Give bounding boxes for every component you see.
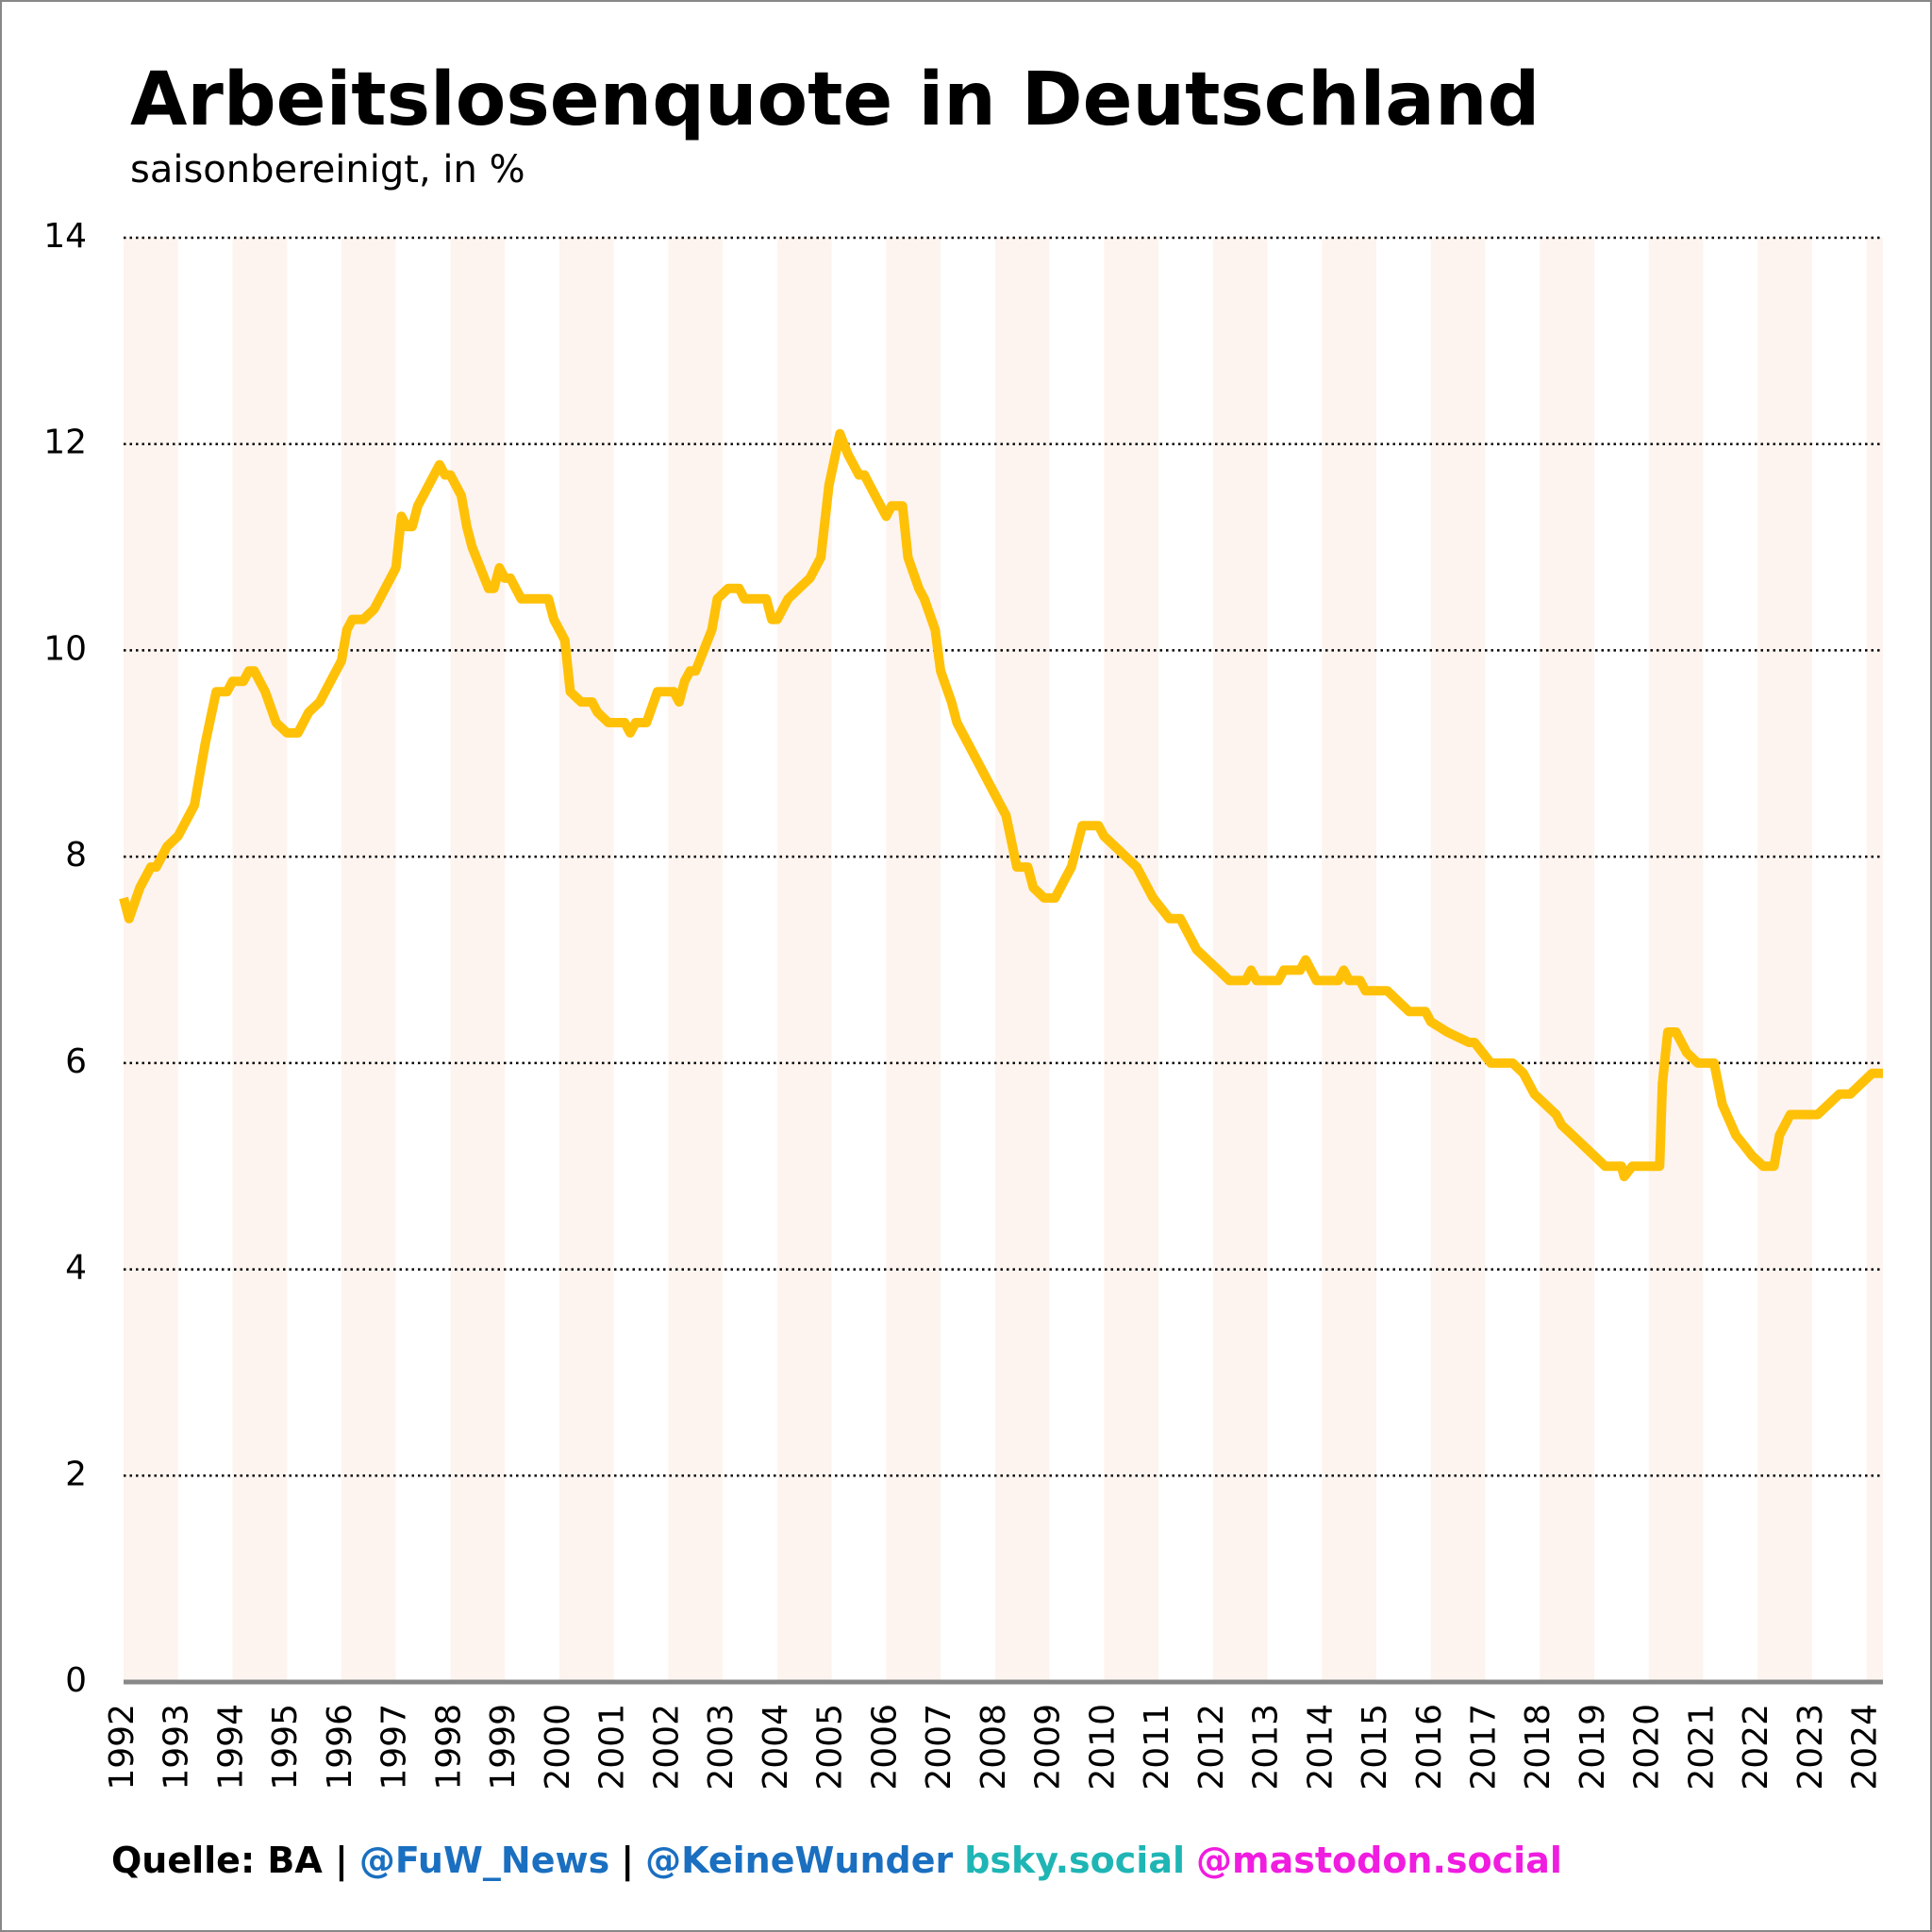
year-band <box>1430 238 1486 1682</box>
footer: Quelle: BA | @FuW_News | @KeineWunder bsky.s… <box>111 1840 1574 1881</box>
footer-text: @KeineWunder <box>645 1840 954 1881</box>
footer-text: | <box>621 1840 635 1881</box>
x-tick-label: 2014 <box>1301 1704 1340 1790</box>
year-band <box>1866 238 1883 1682</box>
x-tick-label: 2010 <box>1083 1704 1122 1790</box>
y-tick-label: 10 <box>43 629 87 668</box>
year-band <box>450 238 506 1682</box>
year-band <box>1212 238 1268 1682</box>
x-tick-label: 2012 <box>1192 1704 1231 1790</box>
y-tick-label: 14 <box>43 217 87 256</box>
x-tick-label: 2018 <box>1519 1704 1557 1790</box>
x-tick-label: 2021 <box>1682 1704 1721 1790</box>
year-band <box>558 238 614 1682</box>
y-tick-label: 6 <box>65 1042 87 1081</box>
x-tick-label: 2007 <box>920 1704 958 1790</box>
year-band <box>886 238 941 1682</box>
x-tick-label: 2020 <box>1628 1704 1667 1790</box>
x-tick-label: 2023 <box>1791 1704 1830 1790</box>
footer-text: @FuW_News <box>358 1840 610 1881</box>
x-tick-label: 1998 <box>429 1704 468 1790</box>
x-tick-label: 2016 <box>1410 1704 1449 1790</box>
year-band <box>1540 238 1594 1682</box>
x-tick-label: 1993 <box>158 1704 196 1790</box>
x-tick-label: 2003 <box>702 1704 741 1790</box>
x-tick-label: 2001 <box>593 1704 632 1790</box>
year-band <box>124 238 178 1682</box>
x-tick-label: 1992 <box>103 1704 142 1790</box>
x-tick-label: 1994 <box>211 1704 250 1790</box>
x-tick-label: 2008 <box>974 1704 1013 1790</box>
chart-subtitle: saisonbereinigt, in % <box>130 148 525 192</box>
x-tick-label: 2015 <box>1356 1704 1394 1790</box>
x-tick-label: 2017 <box>1464 1704 1503 1790</box>
x-tick-label: 2022 <box>1737 1704 1775 1790</box>
x-tick-label: 2013 <box>1247 1704 1286 1790</box>
year-band <box>1648 238 1704 1682</box>
year-band <box>668 238 724 1682</box>
x-tick-label: 1995 <box>266 1704 305 1790</box>
footer-text: Quelle: BA | <box>111 1840 348 1881</box>
year-band <box>1322 238 1377 1682</box>
y-tick-label: 12 <box>43 424 87 462</box>
y-tick-label: 2 <box>65 1455 87 1493</box>
x-tick-label: 2009 <box>1029 1704 1068 1790</box>
chart-title: Arbeitslosenquote in Deutschland <box>130 58 1540 142</box>
x-tick-label: 1997 <box>375 1704 414 1790</box>
year-band <box>1104 238 1159 1682</box>
data-line <box>119 428 1883 1182</box>
y-tick-label: 4 <box>65 1249 87 1288</box>
year-band <box>994 238 1050 1682</box>
year-band <box>776 238 832 1682</box>
x-tick-label: 2006 <box>865 1704 904 1790</box>
year-band <box>341 238 396 1682</box>
x-tick-label: 1999 <box>484 1704 523 1790</box>
y-tick-label: 8 <box>65 836 87 874</box>
x-tick-label: 2004 <box>757 1704 795 1790</box>
footer-text: @mastodon.social <box>1196 1840 1562 1881</box>
footer-text: bsky.social <box>964 1840 1185 1881</box>
x-tick-label: 2002 <box>647 1704 686 1790</box>
year-band <box>232 238 288 1682</box>
year-band <box>1757 238 1812 1682</box>
y-tick-label: 0 <box>65 1661 87 1700</box>
x-tick-label: 2000 <box>539 1704 577 1790</box>
x-tick-label: 2005 <box>811 1704 850 1790</box>
x-tick-label: 2019 <box>1574 1704 1612 1790</box>
x-tick-label: 2011 <box>1138 1704 1176 1790</box>
x-tick-label: 2024 <box>1846 1704 1885 1790</box>
x-tick-label: 1996 <box>321 1704 359 1790</box>
